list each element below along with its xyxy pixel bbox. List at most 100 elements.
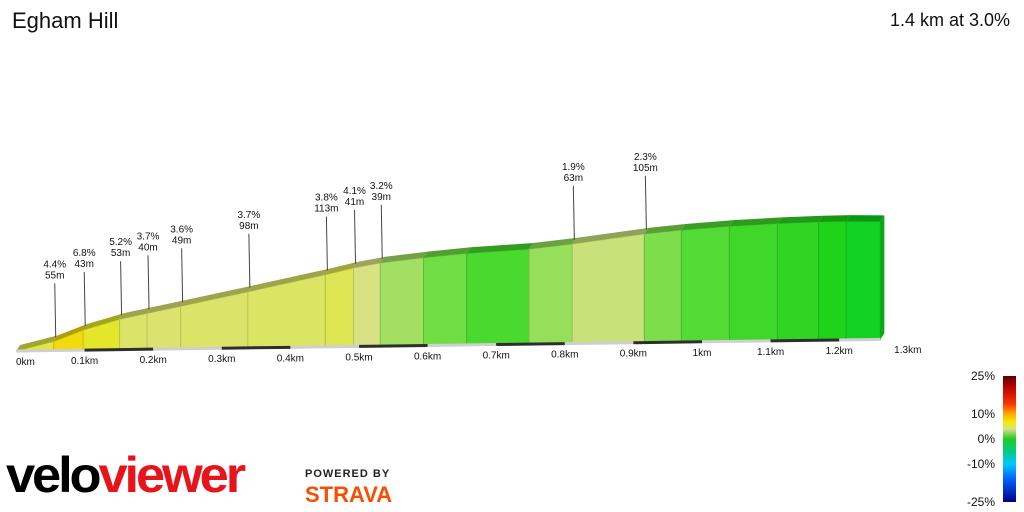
profile-segment-top [681,220,734,230]
profile-segment [324,267,355,348]
x-tick-label: 0.7km [483,351,510,362]
annotation-leader [83,272,86,327]
annotation-leader [147,255,150,310]
profile-segment [571,233,645,345]
distance-band [153,346,222,351]
distance-band [770,338,840,343]
distance-band [84,347,154,352]
profile-segment [528,243,573,345]
annotation-gradient: 6.8% [73,248,96,259]
profile-segment [353,262,381,347]
profile-segment [466,248,530,346]
profile-segment [680,225,730,343]
annotation-length: 43m [75,259,94,270]
legend-label: 0% [978,432,996,446]
annotation-gradient: 3.7% [237,210,260,221]
chart-title: Egham Hill [12,8,119,33]
annotation-length: 39m [372,192,391,203]
x-tick-label: 0.8km [551,350,578,361]
profile-segment [146,305,182,350]
profile-segment [643,229,682,344]
annotation-length: 113m [314,204,338,215]
profile-segment [845,220,881,341]
profile-segment-top [380,251,428,263]
annotation-leader [354,209,357,264]
gradient-legend: 25% 10% 0% -10% -25% [967,369,1016,509]
annotation-length: 49m [172,235,191,246]
annotation-leader [54,283,57,338]
annotation-length: 41m [345,197,364,208]
annotation-gradient: 5.2% [109,237,132,248]
annotation-leader [380,204,383,259]
x-tick-label: 0.5km [345,352,372,363]
distance-band [15,348,85,353]
x-tick-label: 0.1km [71,356,98,367]
annotation-leader [572,185,575,240]
legend-label: 10% [971,407,995,421]
profile-segment [119,312,148,351]
annotation-leader [120,261,123,316]
profile-segment-top [119,307,152,320]
annotation-gradient: 4.1% [343,186,366,197]
profile-segment-top [247,268,330,292]
legend-label: -25% [967,495,995,509]
x-tick-label: 1km [693,348,712,359]
profile-segment-top [644,223,686,234]
x-tick-label: 1.1km [757,347,784,358]
profile-segment [776,221,820,342]
legend-label: 25% [971,369,995,383]
profile-segment-top [147,300,185,314]
distance-band [839,337,881,342]
profile-segment [728,222,778,342]
profile-segment-top [777,215,823,224]
logo-viewer-text: viewer [98,447,246,503]
gradient-annotations: 4.4%55m6.8%43m5.2%53m3.7%40m3.6%49m3.7%9… [43,152,658,338]
annotation-length: 98m [239,221,258,232]
climb-summary: 1.4 km at 3.0% [889,10,1010,30]
profile-end-cap [880,215,885,340]
annotation-gradient: 3.7% [137,231,160,242]
x-tick-label: 0.9km [620,349,647,360]
profile-segment-top [572,227,649,244]
x-tick-label: 0.3km [208,354,235,365]
annotation-gradient: 3.2% [370,181,393,192]
annotation-gradient: 3.8% [315,193,338,204]
profile-segment-top [423,247,471,258]
profile-segment-top [818,215,851,222]
profile-segments [15,215,885,352]
profile-segment-top [466,242,534,254]
distance-band [358,343,428,348]
profile-segment-top [325,261,358,275]
legend-label: -10% [967,457,995,471]
annotation-length: 55m [45,270,64,281]
annotation-gradient: 3.6% [170,224,193,235]
annotation-leader [644,175,647,230]
annotation-gradient: 2.3% [634,152,657,163]
profile-segment [422,252,468,347]
annotation-leader [181,248,184,303]
profile-segment-top [353,256,385,268]
annotation-leader [325,216,328,271]
profile-segment-top [729,217,782,227]
annotation-length: 53m [111,248,130,259]
distance-axis: 0km 0.1km 0.2km 0.3km 0.4km 0.5km 0.6km 0.7km 0.… [15,337,921,368]
profile-segment [818,220,847,341]
profile-segment-top [180,285,252,307]
distance-band [564,341,634,346]
logo-velo-text: velo [6,447,102,503]
profile-segment-top [529,237,577,249]
annotation-length: 105m [633,163,658,174]
annotation-length: 63m [564,173,583,184]
annotation-gradient: 4.4% [43,259,66,270]
powered-by-label: POWERED BY [305,468,391,480]
annotation-length: 40m [138,242,157,253]
distance-band [701,339,771,344]
strava-logo: STRAVA [305,482,393,507]
distance-band [427,343,497,347]
x-tick-label: 0.2km [140,355,167,366]
distance-band [221,345,291,350]
x-tick-label: 0.6km [414,351,441,362]
gradient-color-scale [1003,376,1016,502]
profile-segment [379,257,424,347]
